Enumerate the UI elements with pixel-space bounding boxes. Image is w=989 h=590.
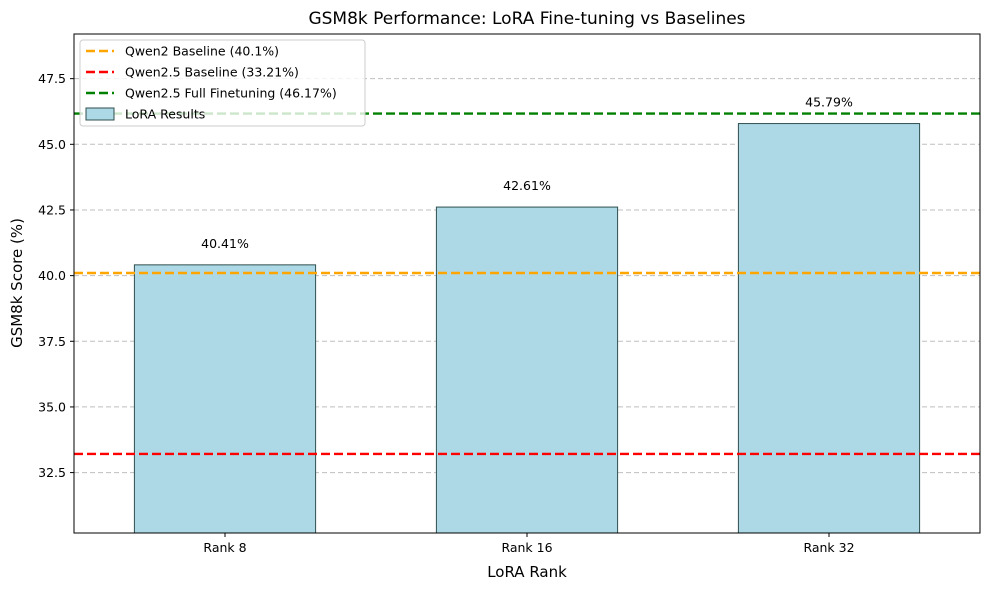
- legend-box: [79, 39, 366, 127]
- bar: [435, 206, 619, 534]
- bar-value-label: 45.79%: [805, 95, 853, 110]
- chart-title: GSM8k Performance: LoRA Fine-tuning vs B…: [308, 9, 745, 29]
- legend-entry-label: Qwen2.5 Full Finetuning (46.17%): [125, 86, 337, 101]
- bars: [133, 123, 921, 534]
- bar-value-label: 42.61%: [503, 178, 551, 193]
- legend-bar-swatch: [85, 107, 115, 121]
- y-tick-label: 37.5: [38, 334, 66, 349]
- legend-entry-label: Qwen2.5 Baseline (33.21%): [125, 65, 299, 80]
- axis-ticks: 32.5 35.0 37.5 40.0 42.5 45.0 47.5 Rank 8 Rank 1…: [38, 71, 854, 555]
- x-tick-label: Rank 16: [501, 540, 552, 555]
- x-tick-label: Rank 8: [203, 540, 246, 555]
- y-tick-label: 45.0: [38, 137, 66, 152]
- y-tick-label: 47.5: [38, 71, 66, 86]
- x-axis-label: LoRA Rank: [487, 563, 567, 581]
- x-tick-label: Rank 32: [803, 540, 854, 555]
- bar: [737, 123, 921, 534]
- bar-value-labels: 40.41% 42.61% 45.79%: [201, 95, 853, 251]
- y-tick-label: 40.0: [38, 268, 66, 283]
- y-tick-label: 42.5: [38, 202, 66, 217]
- y-tick-label: 32.5: [38, 465, 66, 480]
- legend-entry-label: LoRA Results: [125, 107, 205, 122]
- legend-entry-label: Qwen2 Baseline (40.1%): [125, 44, 279, 59]
- legend: Qwen2 Baseline (40.1%) Qwen2.5 Baseline (…: [79, 39, 366, 127]
- y-tick-label: 35.0: [38, 399, 66, 414]
- bar: [133, 264, 317, 534]
- y-axis-label: GSM8k Score (%): [8, 218, 26, 348]
- bar-value-label: 40.41%: [201, 236, 249, 251]
